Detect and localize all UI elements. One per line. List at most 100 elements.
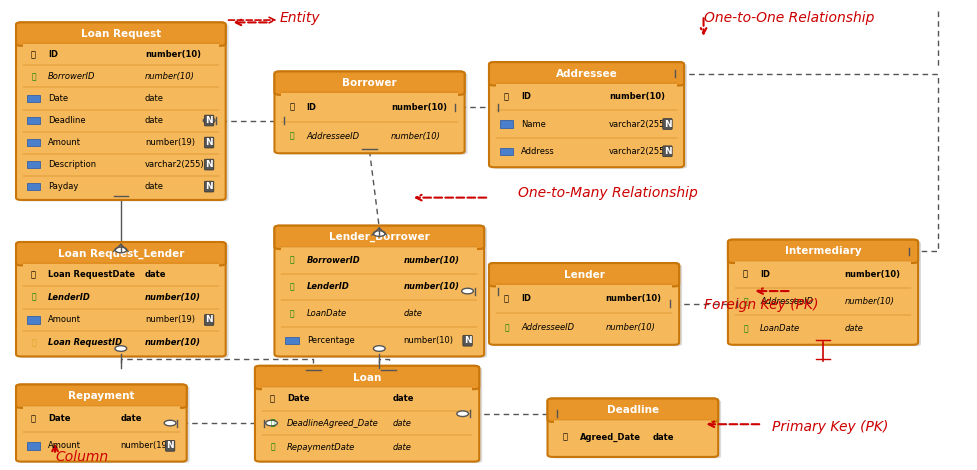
Text: number(19): number(19) bbox=[120, 441, 170, 450]
Text: Lender: Lender bbox=[563, 270, 604, 280]
FancyBboxPatch shape bbox=[281, 328, 477, 353]
FancyBboxPatch shape bbox=[285, 337, 299, 345]
FancyBboxPatch shape bbox=[26, 139, 40, 146]
Text: 🔑: 🔑 bbox=[289, 102, 294, 111]
Text: Description: Description bbox=[48, 160, 96, 169]
Text: Foreign Key (PK): Foreign Key (PK) bbox=[702, 298, 817, 312]
FancyBboxPatch shape bbox=[19, 243, 229, 358]
FancyBboxPatch shape bbox=[262, 436, 472, 458]
Text: BorrowerID: BorrowerID bbox=[48, 72, 96, 81]
Text: AddresseeID: AddresseeID bbox=[759, 297, 813, 306]
FancyBboxPatch shape bbox=[26, 316, 40, 324]
FancyBboxPatch shape bbox=[19, 386, 190, 463]
FancyBboxPatch shape bbox=[22, 286, 219, 308]
Text: Loan RequestDate: Loan RequestDate bbox=[48, 270, 135, 279]
Text: LoanDate: LoanDate bbox=[307, 309, 347, 318]
FancyBboxPatch shape bbox=[22, 433, 180, 458]
Text: number(10): number(10) bbox=[608, 92, 664, 101]
Circle shape bbox=[461, 288, 473, 294]
Text: 🔑: 🔑 bbox=[504, 323, 508, 332]
Text: N: N bbox=[663, 119, 670, 128]
FancyBboxPatch shape bbox=[554, 420, 710, 454]
Text: number(10): number(10) bbox=[605, 323, 655, 332]
Text: Loan Request_Lender: Loan Request_Lender bbox=[58, 249, 184, 259]
Text: Column: Column bbox=[55, 450, 108, 464]
FancyBboxPatch shape bbox=[734, 261, 911, 287]
Text: date: date bbox=[120, 415, 142, 423]
FancyBboxPatch shape bbox=[281, 93, 457, 121]
FancyBboxPatch shape bbox=[16, 384, 187, 408]
Text: AddresseeID: AddresseeID bbox=[521, 323, 573, 332]
FancyBboxPatch shape bbox=[255, 366, 479, 389]
Text: Address: Address bbox=[521, 147, 554, 156]
Text: N: N bbox=[205, 138, 213, 147]
Circle shape bbox=[373, 231, 385, 236]
Text: 🔑: 🔑 bbox=[31, 72, 36, 81]
Text: Date: Date bbox=[48, 415, 70, 423]
Text: date: date bbox=[145, 116, 164, 125]
FancyBboxPatch shape bbox=[275, 71, 464, 153]
FancyBboxPatch shape bbox=[22, 66, 219, 86]
Text: date: date bbox=[145, 94, 164, 103]
Text: Name: Name bbox=[521, 119, 545, 128]
FancyBboxPatch shape bbox=[495, 111, 676, 137]
Text: Lender_Borrower: Lender_Borrower bbox=[328, 232, 429, 243]
Circle shape bbox=[164, 420, 176, 426]
Text: date: date bbox=[393, 394, 414, 403]
FancyBboxPatch shape bbox=[281, 247, 477, 273]
Text: 🔑: 🔑 bbox=[503, 92, 509, 101]
FancyBboxPatch shape bbox=[22, 176, 219, 196]
Text: date: date bbox=[393, 443, 411, 452]
Text: 🔑: 🔑 bbox=[31, 338, 36, 347]
FancyBboxPatch shape bbox=[262, 411, 472, 434]
Circle shape bbox=[373, 346, 385, 352]
FancyBboxPatch shape bbox=[488, 62, 683, 86]
Text: Entity: Entity bbox=[279, 11, 319, 25]
FancyBboxPatch shape bbox=[26, 442, 40, 450]
FancyBboxPatch shape bbox=[495, 138, 676, 164]
Text: Intermediary: Intermediary bbox=[784, 246, 861, 256]
FancyBboxPatch shape bbox=[16, 23, 226, 200]
Text: date: date bbox=[403, 309, 422, 318]
Text: 🔑: 🔑 bbox=[270, 419, 275, 428]
FancyBboxPatch shape bbox=[22, 110, 219, 131]
Circle shape bbox=[203, 118, 215, 123]
Text: date: date bbox=[844, 324, 863, 333]
Text: Amount: Amount bbox=[48, 138, 81, 147]
FancyBboxPatch shape bbox=[495, 284, 671, 313]
FancyBboxPatch shape bbox=[727, 240, 917, 345]
FancyBboxPatch shape bbox=[547, 399, 717, 457]
FancyBboxPatch shape bbox=[26, 183, 40, 190]
Text: 🔑: 🔑 bbox=[270, 394, 275, 403]
Text: 🔑: 🔑 bbox=[31, 50, 36, 59]
FancyBboxPatch shape bbox=[26, 117, 40, 124]
Text: Primary Key (PK): Primary Key (PK) bbox=[771, 420, 887, 433]
Text: Amount: Amount bbox=[48, 441, 81, 450]
Text: Loan RequestID: Loan RequestID bbox=[48, 338, 122, 347]
FancyBboxPatch shape bbox=[26, 95, 40, 102]
Text: BorrowerID: BorrowerID bbox=[307, 256, 360, 265]
FancyBboxPatch shape bbox=[258, 367, 482, 463]
Text: 🔑: 🔑 bbox=[562, 432, 567, 442]
FancyBboxPatch shape bbox=[727, 240, 917, 263]
Text: Loan: Loan bbox=[353, 373, 381, 383]
Text: N: N bbox=[663, 147, 670, 156]
Text: Agreed_Date: Agreed_Date bbox=[579, 432, 640, 442]
Text: date: date bbox=[145, 182, 164, 191]
FancyBboxPatch shape bbox=[734, 289, 911, 314]
FancyBboxPatch shape bbox=[255, 366, 479, 462]
Text: N: N bbox=[205, 182, 213, 191]
FancyBboxPatch shape bbox=[16, 23, 226, 46]
FancyBboxPatch shape bbox=[495, 84, 676, 110]
Text: number(19): number(19) bbox=[145, 138, 194, 147]
Text: 🔑: 🔑 bbox=[31, 415, 36, 423]
Text: LenderID: LenderID bbox=[48, 293, 91, 302]
Text: Borrower: Borrower bbox=[342, 78, 397, 88]
Text: Date: Date bbox=[287, 394, 310, 403]
Text: number(10): number(10) bbox=[391, 102, 446, 111]
Text: ID: ID bbox=[307, 102, 317, 111]
Text: number(10): number(10) bbox=[145, 72, 194, 81]
FancyBboxPatch shape bbox=[281, 122, 457, 150]
Text: ID: ID bbox=[48, 50, 59, 59]
Text: number(10): number(10) bbox=[145, 50, 200, 59]
